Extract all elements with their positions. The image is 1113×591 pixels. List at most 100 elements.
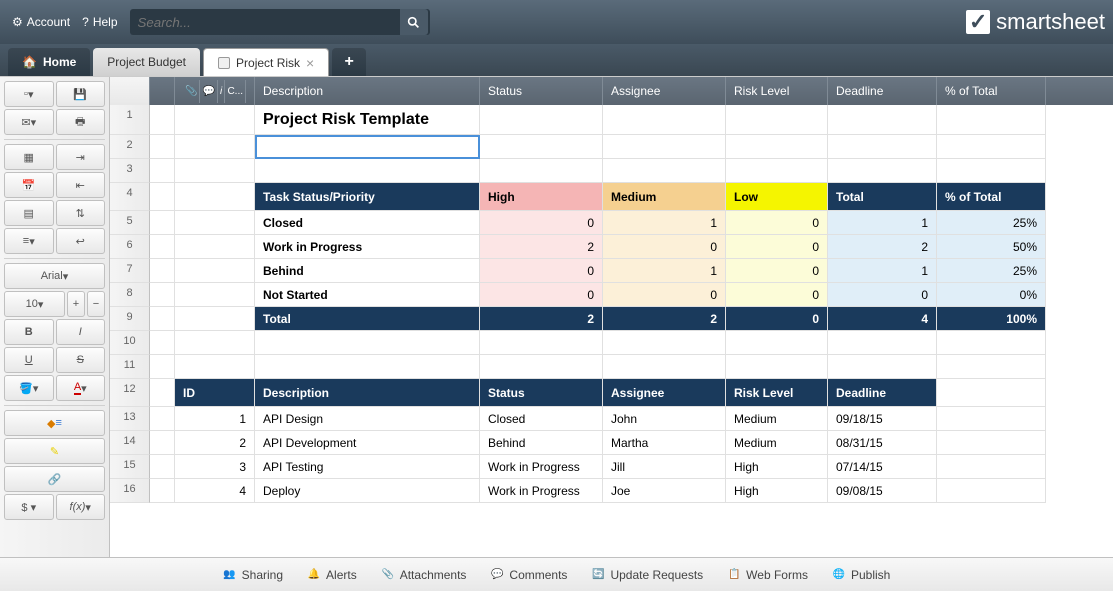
row-number[interactable]: 2: [110, 135, 150, 159]
task-deadline-header[interactable]: Deadline: [828, 379, 937, 407]
tab-home[interactable]: 🏠 Home: [8, 48, 90, 76]
fontsize-inc[interactable]: +: [67, 291, 85, 317]
task-status-header[interactable]: Status: [480, 379, 603, 407]
close-icon[interactable]: ×: [306, 55, 314, 71]
summary-med[interactable]: 0: [603, 283, 726, 307]
pin-icon[interactable]: [218, 57, 230, 69]
summary-pct[interactable]: 50%: [937, 235, 1046, 259]
task-row[interactable]: 131API DesignClosedJohnMedium09/18/15: [110, 407, 1113, 431]
grid-row[interactable]: 7Behind010125%: [110, 259, 1113, 283]
summary-med[interactable]: 0: [603, 235, 726, 259]
summary-total-low[interactable]: 0: [726, 307, 828, 331]
toolbar-formula[interactable]: f(x)▾: [56, 494, 106, 520]
task-deadline[interactable]: 09/18/15: [828, 407, 937, 431]
task-id[interactable]: 2: [175, 431, 255, 455]
summary-total-med[interactable]: 2: [603, 307, 726, 331]
font-select[interactable]: Arial ▾: [4, 263, 105, 289]
toolbar-indent[interactable]: ⇥: [56, 144, 106, 170]
cell[interactable]: [603, 355, 726, 379]
summary-high[interactable]: 0: [480, 259, 603, 283]
cell[interactable]: [937, 407, 1046, 431]
row-number[interactable]: 11: [110, 355, 150, 379]
grid-row[interactable]: 11: [110, 355, 1113, 379]
col-deadline[interactable]: Deadline: [828, 77, 937, 105]
row-number[interactable]: 13: [110, 407, 150, 431]
summary-total-total[interactable]: 4: [828, 307, 937, 331]
cell[interactable]: [828, 105, 937, 135]
row-number[interactable]: 14: [110, 431, 150, 455]
task-risk[interactable]: High: [726, 479, 828, 503]
task-risk[interactable]: Medium: [726, 431, 828, 455]
sheet-grid[interactable]: 📎 💬 i C... Description Status Assignee R…: [110, 77, 1113, 557]
task-id[interactable]: 1: [175, 407, 255, 431]
fontsize-dec[interactable]: −: [87, 291, 105, 317]
toolbar-conditional[interactable]: ◆≡: [4, 410, 105, 436]
task-id[interactable]: 3: [175, 455, 255, 479]
task-assignee-header[interactable]: Assignee: [603, 379, 726, 407]
task-assignee[interactable]: Jill: [603, 455, 726, 479]
cell[interactable]: [603, 105, 726, 135]
summary-total-high[interactable]: 2: [480, 307, 603, 331]
tab-project-budget[interactable]: Project Budget: [93, 48, 200, 76]
task-deadline[interactable]: 08/31/15: [828, 431, 937, 455]
summary-med-header[interactable]: Medium: [603, 183, 726, 211]
help-menu[interactable]: ? Help: [82, 15, 117, 29]
task-id[interactable]: 4: [175, 479, 255, 503]
toolbar-align[interactable]: ≡▾: [4, 228, 54, 254]
cell[interactable]: [937, 379, 1046, 407]
grid-row[interactable]: 8Not Started00000%: [110, 283, 1113, 307]
cell[interactable]: [937, 431, 1046, 455]
sharing-button[interactable]: 👥Sharing: [213, 564, 293, 586]
toolbar-textcolor[interactable]: A▾: [56, 375, 106, 401]
cell[interactable]: [603, 159, 726, 183]
summary-high[interactable]: 2: [480, 235, 603, 259]
cell[interactable]: [255, 355, 480, 379]
comments-button[interactable]: 💬Comments: [480, 564, 577, 586]
cell[interactable]: [726, 159, 828, 183]
cell[interactable]: [480, 355, 603, 379]
col-description[interactable]: Description: [255, 77, 480, 105]
summary-high[interactable]: 0: [480, 283, 603, 307]
search-input[interactable]: [130, 15, 400, 30]
row-number[interactable]: 6: [110, 235, 150, 259]
toolbar-card[interactable]: ▤: [4, 200, 54, 226]
title-cell[interactable]: Project Risk Template: [255, 105, 480, 135]
summary-row-label[interactable]: Not Started: [255, 283, 480, 307]
cell[interactable]: [937, 355, 1046, 379]
cell[interactable]: [480, 159, 603, 183]
summary-total[interactable]: 0: [828, 283, 937, 307]
task-desc[interactable]: Deploy: [255, 479, 480, 503]
cell[interactable]: [828, 331, 937, 355]
cell[interactable]: [937, 479, 1046, 503]
summary-total-pct[interactable]: 100%: [937, 307, 1046, 331]
task-deadline[interactable]: 09/08/15: [828, 479, 937, 503]
summary-pct[interactable]: 25%: [937, 211, 1046, 235]
cell[interactable]: [937, 331, 1046, 355]
toolbar-italic[interactable]: I: [56, 319, 106, 345]
cell[interactable]: [937, 455, 1046, 479]
task-assignee[interactable]: John: [603, 407, 726, 431]
summary-pct[interactable]: 0%: [937, 283, 1046, 307]
task-desc[interactable]: API Testing: [255, 455, 480, 479]
row-number[interactable]: 15: [110, 455, 150, 479]
toolbar-wrap[interactable]: ↩: [56, 228, 106, 254]
col-risk-level[interactable]: Risk Level: [726, 77, 828, 105]
task-row[interactable]: 164DeployWork in ProgressJoeHigh09/08/15: [110, 479, 1113, 503]
cell[interactable]: [726, 105, 828, 135]
summary-low-header[interactable]: Low: [726, 183, 828, 211]
attachments-button[interactable]: 📎Attachments: [371, 564, 477, 586]
summary-med[interactable]: 1: [603, 211, 726, 235]
cell[interactable]: [828, 135, 937, 159]
cell[interactable]: [937, 105, 1046, 135]
summary-low[interactable]: 0: [726, 211, 828, 235]
grid-row[interactable]: 10: [110, 331, 1113, 355]
task-assignee[interactable]: Martha: [603, 431, 726, 455]
row-number[interactable]: 4: [110, 183, 150, 211]
grid-row[interactable]: 6Work in Progress200250%: [110, 235, 1113, 259]
row-number[interactable]: 8: [110, 283, 150, 307]
toolbar-sort[interactable]: ⇅: [56, 200, 106, 226]
cell[interactable]: [603, 135, 726, 159]
summary-total-label[interactable]: Total: [255, 307, 480, 331]
toolbar-save[interactable]: 💾: [56, 81, 106, 107]
cell[interactable]: [480, 331, 603, 355]
